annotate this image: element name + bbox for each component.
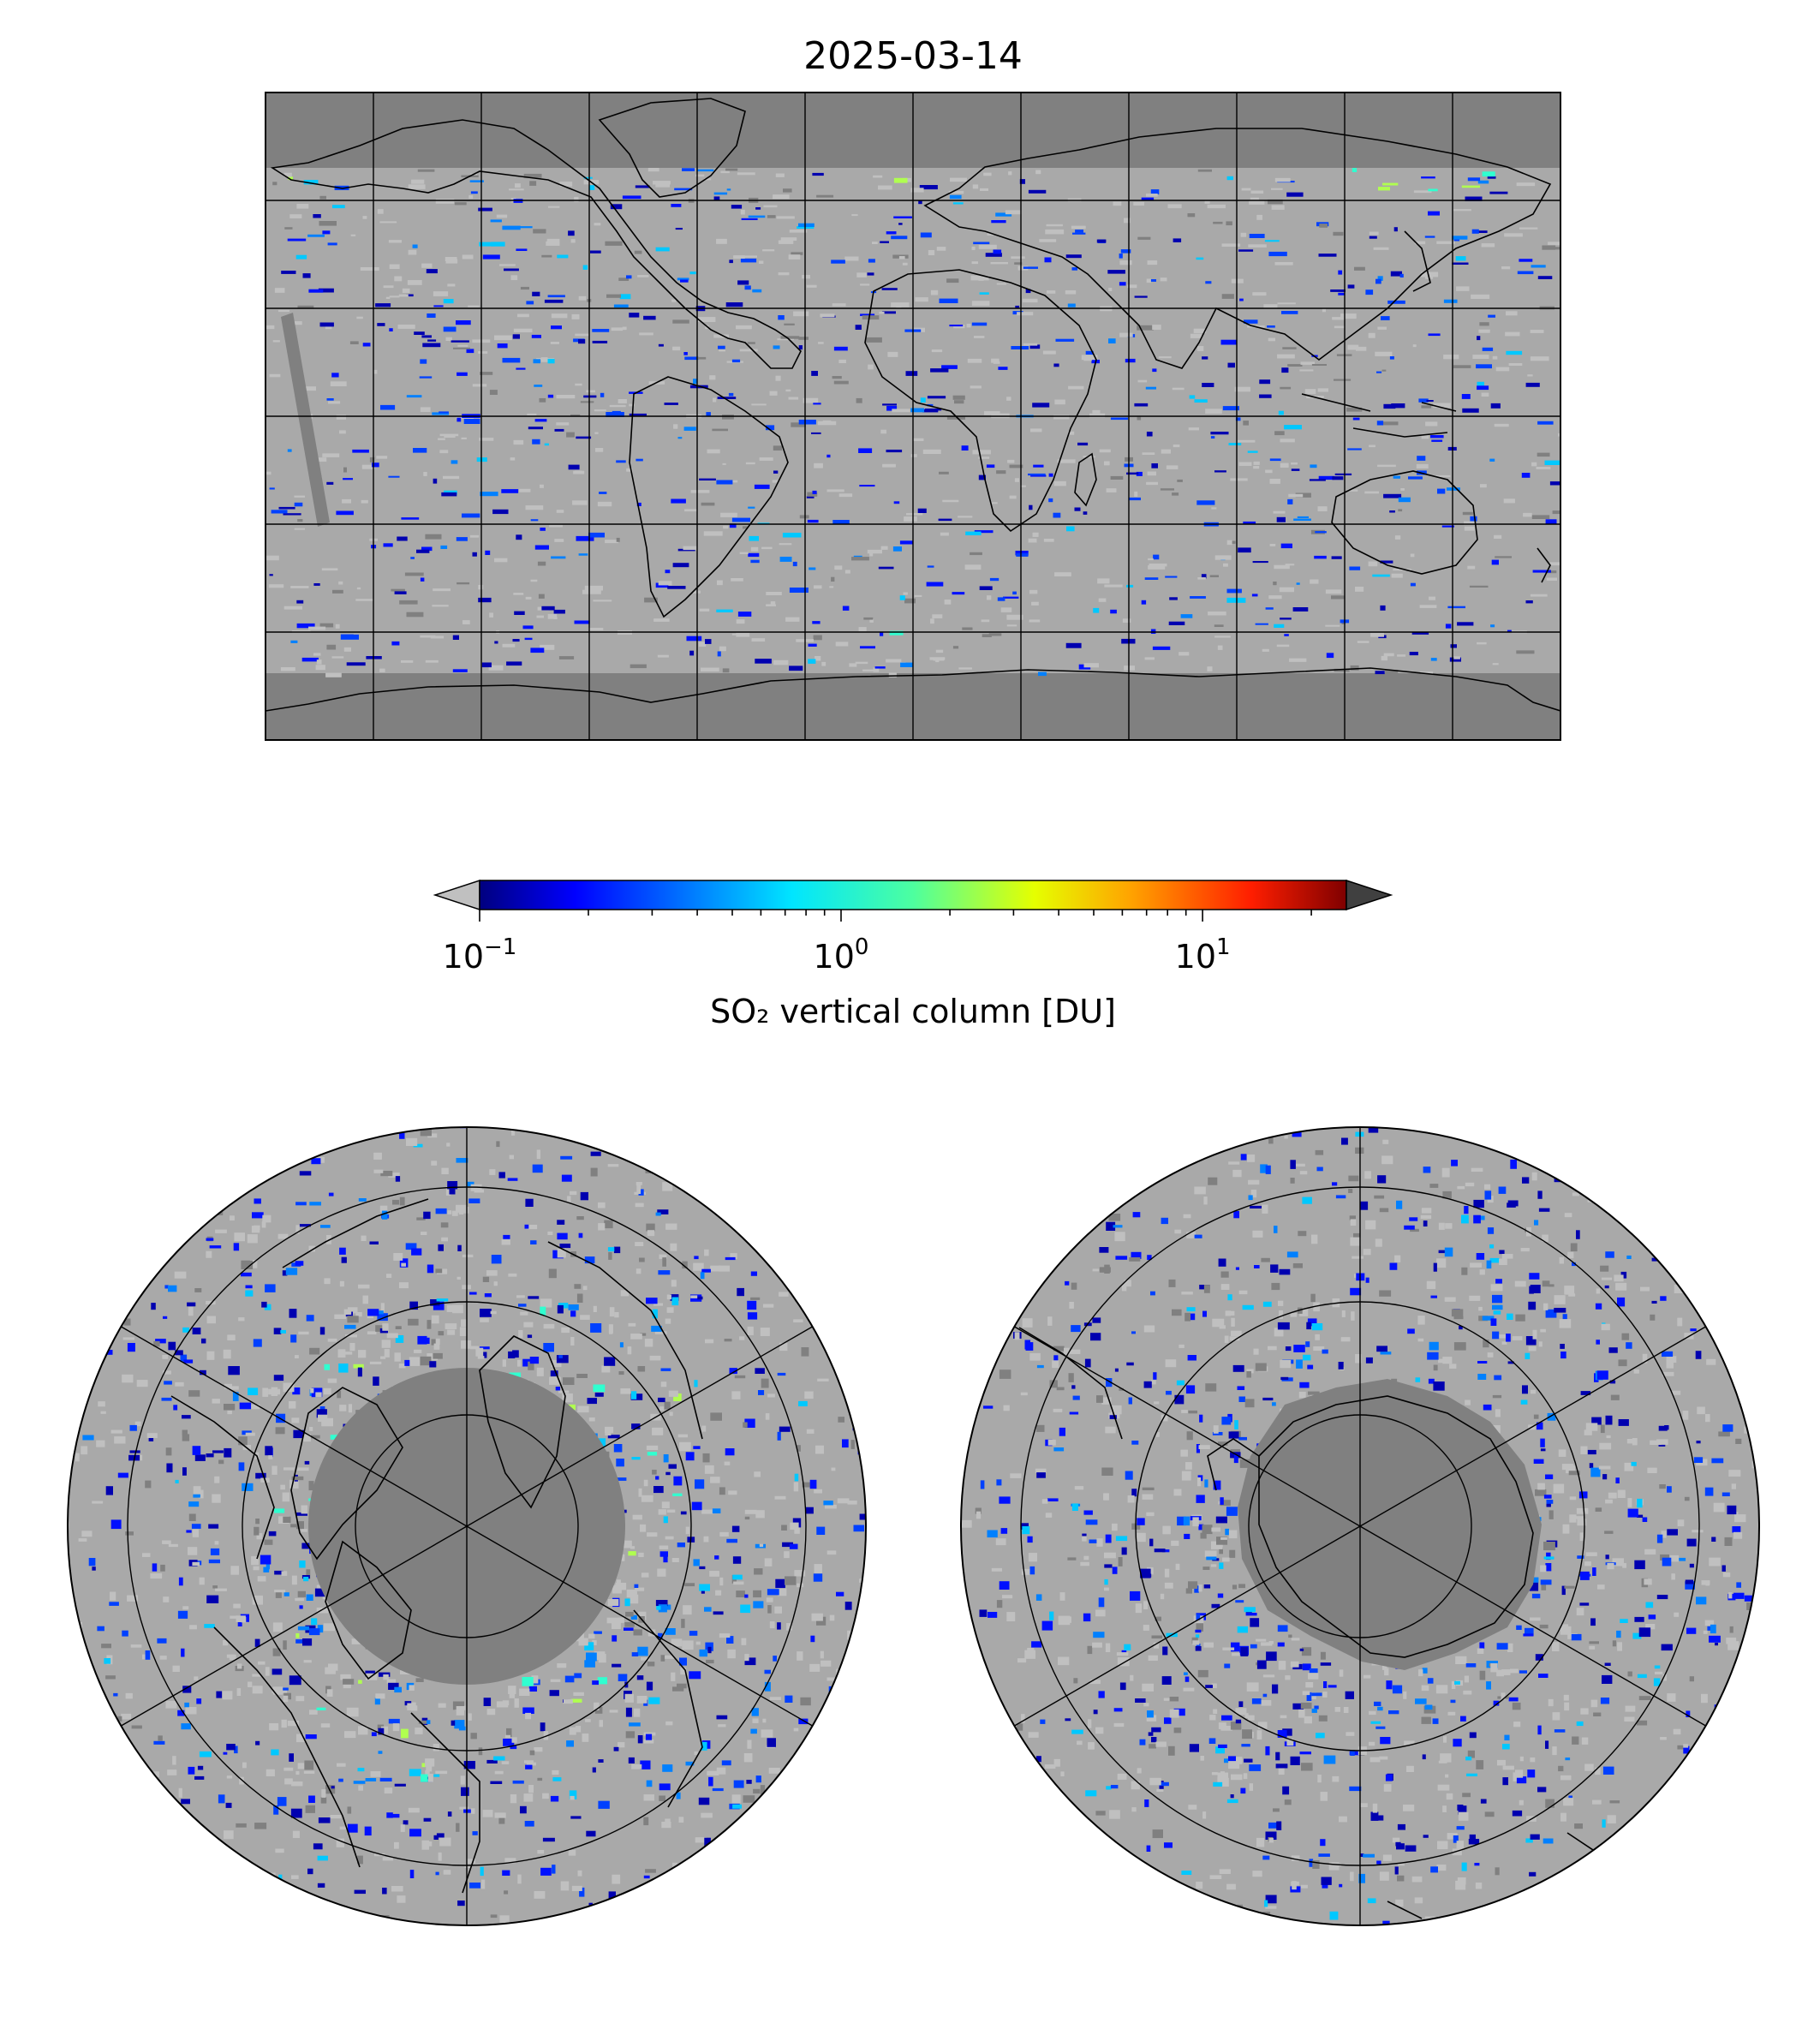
meridian-line [466,1324,816,1527]
global-map [265,92,1561,741]
meridian-line [1011,1525,1361,1728]
global-nodata-swath [281,313,330,527]
colorbar-under-extension [433,879,480,911]
north-map-frame [67,1126,867,1926]
meridian-line [1011,1324,1361,1527]
north-coastlines [170,1198,703,1894]
meridian-line [1359,1324,1710,1527]
meridian-line [1359,1525,1710,1728]
south-graticule [1011,1127,1710,1925]
global-data-field [266,168,1560,677]
colorbar-tick-label: 10−1 [443,934,517,976]
meridian-line [117,1324,468,1527]
colorbar-gradient [479,880,1347,910]
meridian-line [466,1525,816,1728]
north-graticule [117,1127,816,1925]
south-map-frame [960,1126,1760,1926]
global-graticule [266,92,1560,740]
colorbar-tick-label: 100 [814,934,869,976]
figure-title: 2025-03-14 [803,34,1023,78]
north-polar-map [67,1126,867,1926]
colorbar-label: SO₂ vertical column [DU] [710,993,1116,1030]
colorbar: 10−1 100 101 SO₂ vertical column [DU] [433,879,1393,1030]
south-nodata-cap [1238,1379,1542,1670]
colorbar-over-extension [1346,879,1393,911]
meridian-line [117,1525,468,1728]
global-coastlines [266,98,1560,712]
south-polar-map [960,1126,1760,1926]
colorbar-tick-label: 101 [1175,934,1231,976]
global-map-frame [265,92,1561,741]
